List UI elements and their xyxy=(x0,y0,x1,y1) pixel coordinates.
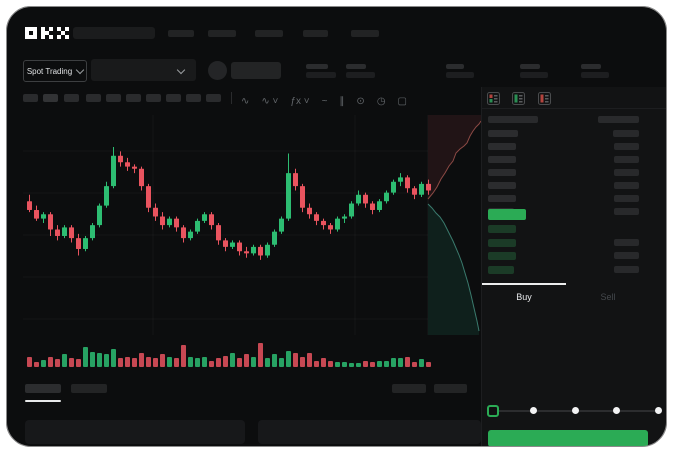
bid-row-bar xyxy=(488,265,514,274)
stat-value-placeholder xyxy=(520,72,548,78)
fullscreen-icon[interactable]: ▢ xyxy=(397,96,407,107)
camera-icon[interactable]: ⊙ xyxy=(356,96,365,107)
market-type-label: Spot Trading xyxy=(26,66,73,76)
nav-item-placeholder[interactable] xyxy=(255,30,283,37)
tab-sell[interactable]: Sell xyxy=(566,283,650,306)
bottom-panel xyxy=(3,375,481,450)
bottom-tab-active-placeholder[interactable] xyxy=(25,384,61,393)
coin-avatar xyxy=(208,61,227,80)
orderbook-col-header-placeholder xyxy=(488,116,538,123)
book-asks-icon[interactable] xyxy=(537,92,551,105)
orders-table-placeholder xyxy=(25,420,245,444)
orderbook-header-divider xyxy=(482,108,670,109)
bid-row-bar xyxy=(488,252,516,260)
toolbar-divider xyxy=(231,92,232,104)
bid-row-bar xyxy=(614,238,639,246)
buy-tab-indicator xyxy=(482,283,566,285)
bottom-tab-placeholder[interactable] xyxy=(71,384,107,393)
timeframe-placeholder[interactable] xyxy=(206,94,221,102)
app-screen: Spot Trading xyxy=(3,3,670,450)
timeframe-placeholder[interactable] xyxy=(86,94,101,102)
timeframe-placeholder[interactable] xyxy=(126,94,141,102)
nav-item-placeholder[interactable] xyxy=(208,30,236,37)
book-both-icon[interactable] xyxy=(487,92,500,105)
orderbook-layout-toggles xyxy=(487,92,551,105)
candlestick-chart[interactable] xyxy=(3,3,670,450)
nav-item-placeholder[interactable] xyxy=(351,30,379,37)
ask-row-bar xyxy=(614,169,639,176)
timeframe-placeholder[interactable] xyxy=(23,94,38,102)
timeframe-placeholder[interactable] xyxy=(186,94,201,102)
stat-label-placeholder xyxy=(346,64,366,69)
slider-mark[interactable] xyxy=(654,407,662,414)
timeframe-placeholder[interactable] xyxy=(106,94,121,102)
indicator-wave-dropdown-icon[interactable]: ∿ ˅ xyxy=(261,96,279,107)
ask-row-bar xyxy=(614,156,639,163)
clock-icon[interactable]: ◷ xyxy=(376,96,386,107)
nav-item-placeholder[interactable] xyxy=(303,30,328,37)
slider-mark[interactable] xyxy=(571,407,579,414)
orderbook-col-header-placeholder xyxy=(598,116,639,123)
okx-logo xyxy=(25,27,69,39)
ask-row-bar xyxy=(488,130,518,137)
timeframe-placeholder[interactable] xyxy=(64,94,79,102)
ask-row-bar xyxy=(614,208,639,215)
chart-toolbar: ∿ ∿ ˅ ƒx ˅ ~ ∥ ⊙ ◷ ▢ xyxy=(3,89,481,109)
ask-row-bar xyxy=(614,143,639,150)
buy-tab-label: Buy xyxy=(516,292,532,302)
ask-row-bar xyxy=(614,195,639,202)
market-type-dropdown[interactable]: Spot Trading xyxy=(23,60,87,82)
timeframe-placeholder[interactable] xyxy=(166,94,181,102)
bottom-tab-underline xyxy=(25,400,61,402)
stat-label-placeholder xyxy=(446,64,464,69)
bottom-action-placeholder[interactable] xyxy=(434,384,467,393)
ask-row-bar xyxy=(613,130,639,137)
bid-row-bar xyxy=(614,252,639,259)
slider-handle[interactable] xyxy=(487,405,499,417)
stat-label-placeholder xyxy=(520,64,540,69)
trade-tabs: Buy Sell xyxy=(482,283,650,306)
order-panel: Buy Sell xyxy=(481,87,670,450)
slider-mark[interactable] xyxy=(613,407,620,414)
slider-mark[interactable] xyxy=(530,407,537,414)
bid-row-bar xyxy=(488,225,516,233)
history-table-placeholder xyxy=(258,420,481,444)
sell-tab-label: Sell xyxy=(600,292,616,302)
chart-toolbar-icons: ∿ ∿ ˅ ƒx ˅ ~ ∥ ⊙ ◷ ▢ xyxy=(241,91,419,107)
compare-icon[interactable]: ∥ xyxy=(339,96,345,107)
function-dropdown-icon[interactable]: ƒx ˅ xyxy=(290,96,310,107)
stat-value-placeholder xyxy=(346,72,375,78)
pair-dropdown[interactable] xyxy=(91,59,196,81)
stat-label-placeholder xyxy=(306,64,328,69)
ask-row-bar xyxy=(488,156,516,163)
ask-row-bar xyxy=(488,169,516,176)
timeframe-placeholder[interactable] xyxy=(146,94,161,102)
stat-value-placeholder xyxy=(581,72,609,78)
ask-row-bar xyxy=(488,195,516,202)
stat-label-placeholder xyxy=(581,64,601,69)
amount-slider[interactable] xyxy=(482,402,670,422)
book-bids-icon[interactable] xyxy=(512,92,526,105)
pair-name-placeholder xyxy=(231,62,281,79)
buy-button[interactable] xyxy=(488,430,648,447)
instrument-bar: Spot Trading xyxy=(3,51,670,87)
top-nav xyxy=(3,3,670,51)
last-price-bar[interactable] xyxy=(488,209,526,220)
timeframe-placeholder[interactable] xyxy=(43,94,58,102)
ask-row-bar xyxy=(614,182,639,189)
stat-value-placeholder xyxy=(446,72,474,78)
bottom-action-placeholder[interactable] xyxy=(392,384,426,393)
indicator-wave-icon[interactable]: ∿ xyxy=(241,96,250,107)
tab-buy[interactable]: Buy xyxy=(482,283,566,306)
stat-value-placeholder xyxy=(306,72,336,78)
nav-item-placeholder[interactable] xyxy=(168,30,194,37)
ask-row-bar xyxy=(488,182,516,189)
bid-row-bar xyxy=(488,238,516,247)
nav-search-placeholder[interactable] xyxy=(73,27,155,39)
bid-row-bar xyxy=(614,265,639,273)
ask-row-bar xyxy=(488,143,516,150)
smooth-line-icon[interactable]: ~ xyxy=(321,96,328,107)
